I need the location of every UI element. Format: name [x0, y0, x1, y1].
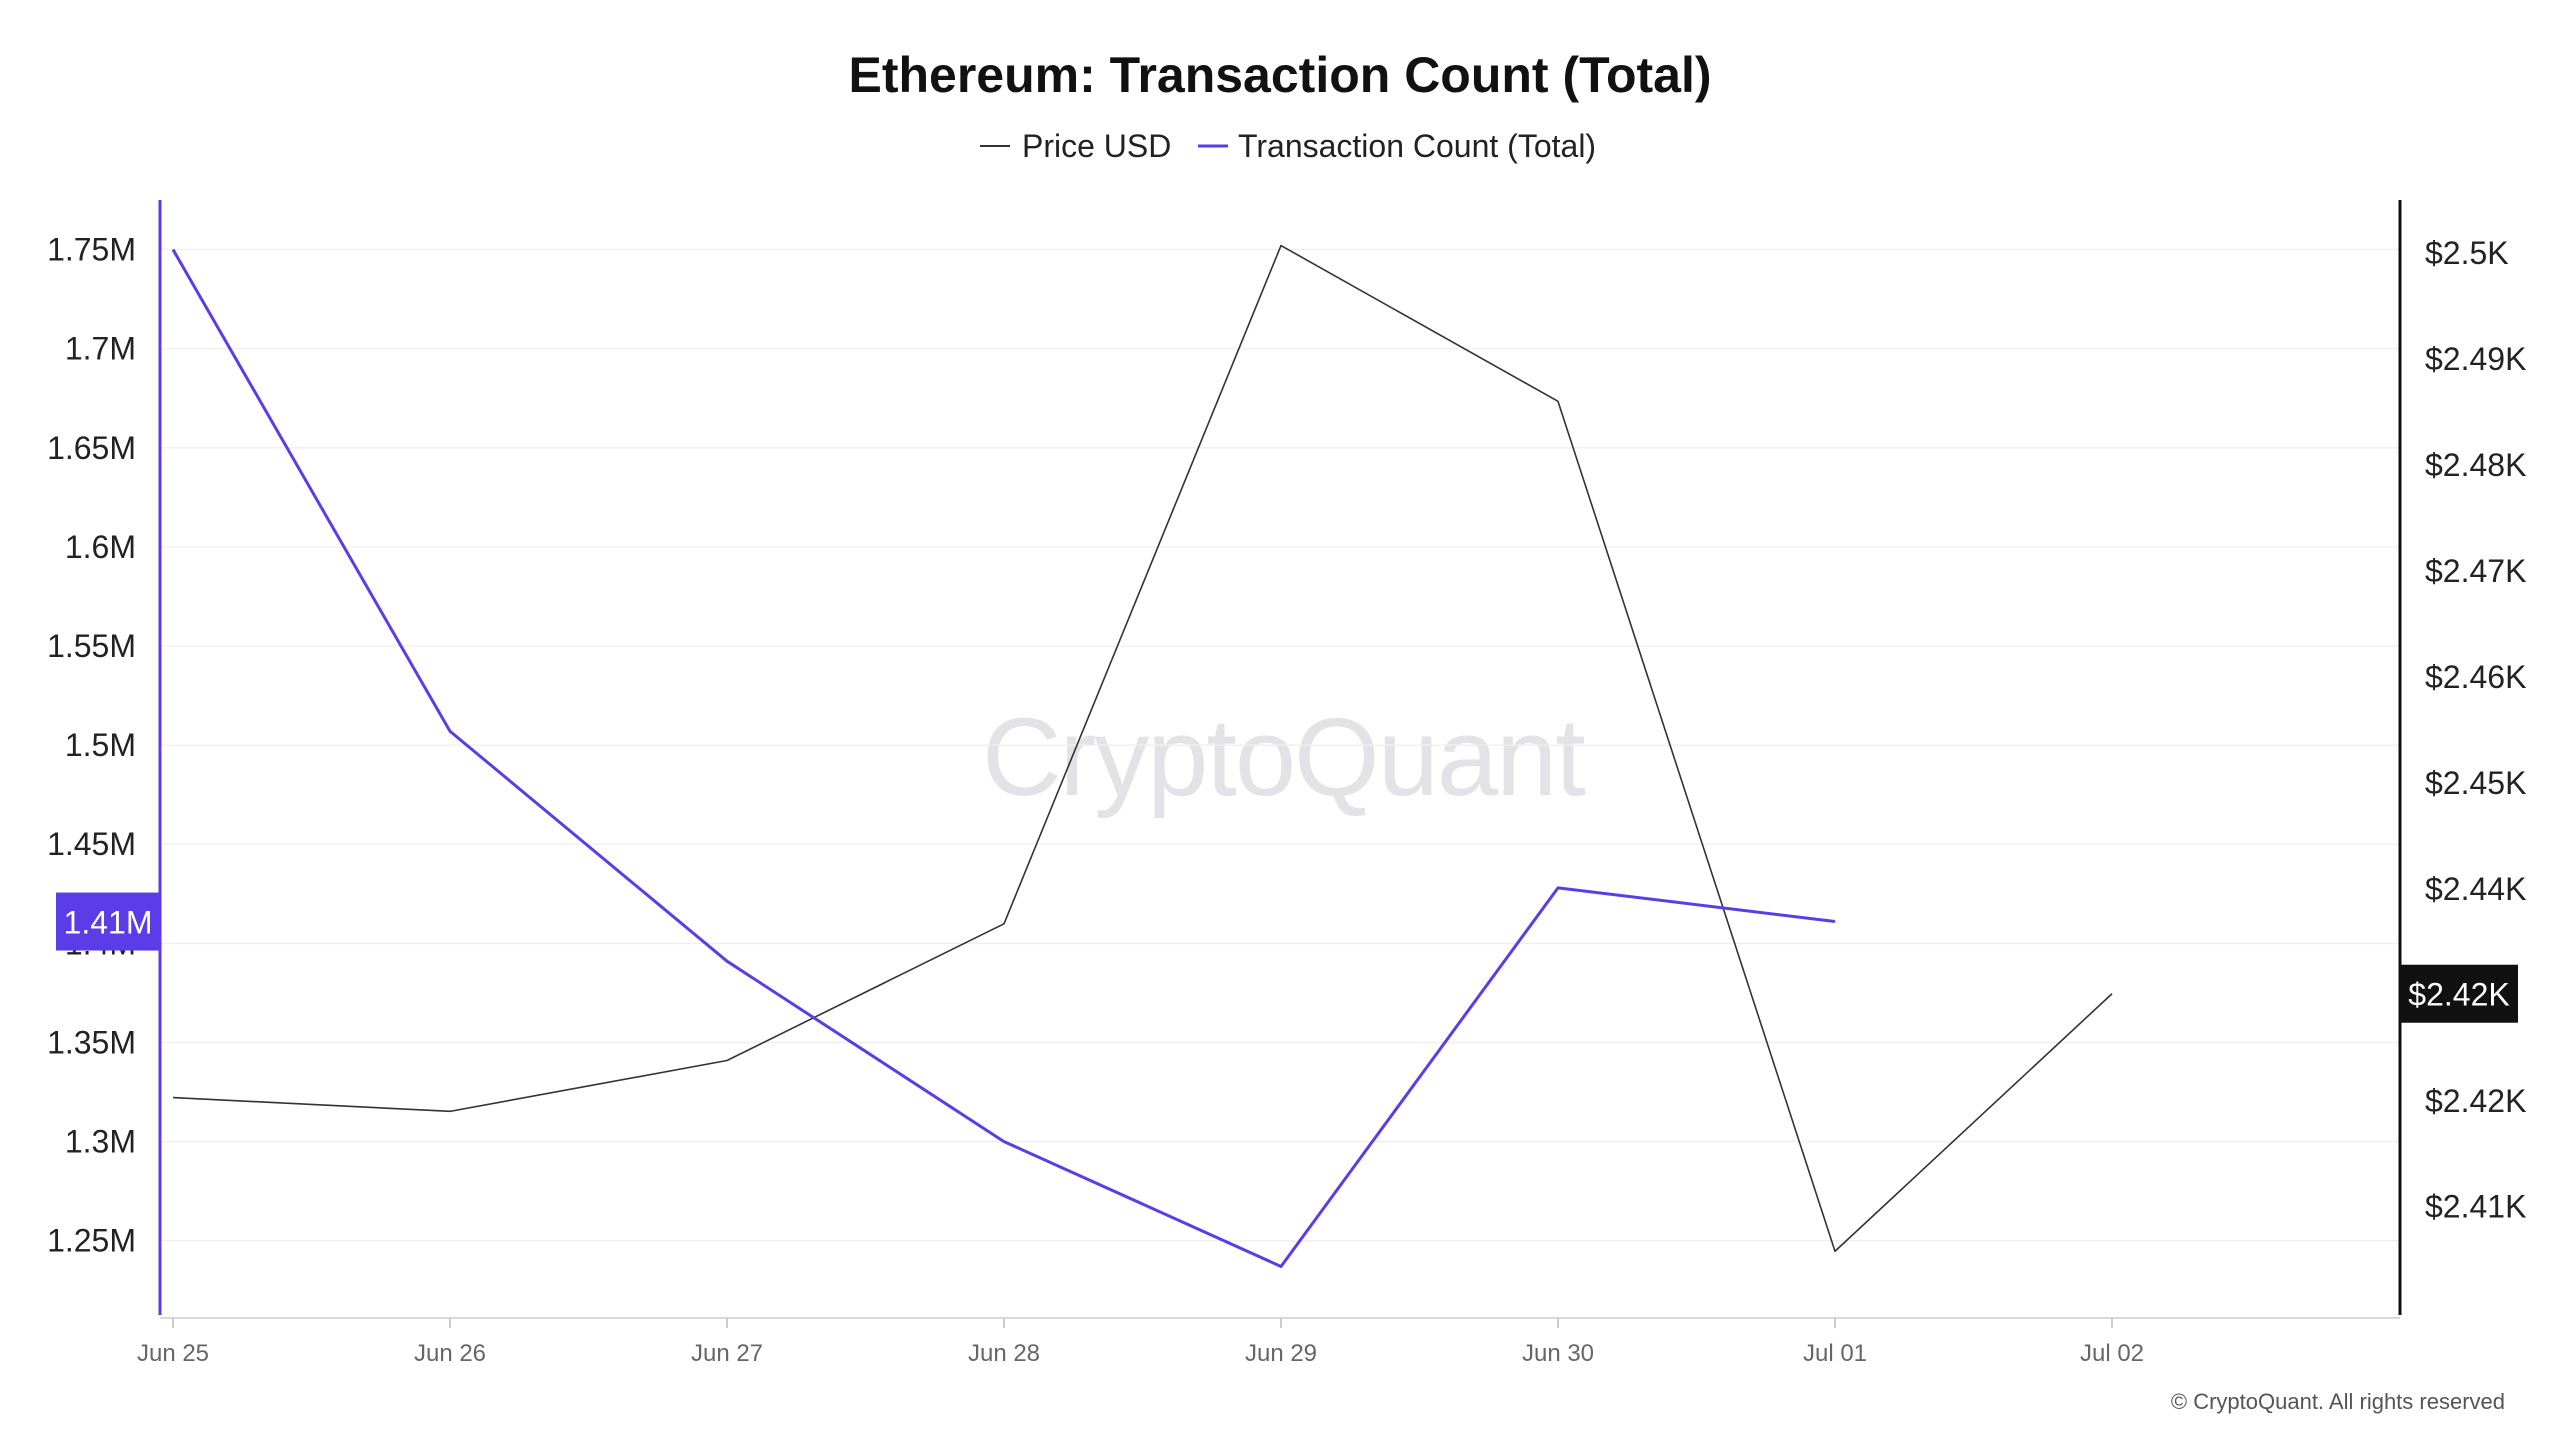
grid-layer	[160, 248, 2400, 1242]
y-right-tick-label: $2.42K	[2425, 1083, 2526, 1119]
x-tick-label: Jun 29	[1245, 1340, 1317, 1367]
series-line-price-usd	[172, 244, 2113, 1253]
y-right-tick-label: $2.47K	[2425, 553, 2526, 589]
y-right-tick-label: $2.41K	[2425, 1189, 2526, 1225]
x-tick-label: Jun 28	[968, 1340, 1040, 1367]
legend-item-price[interactable]: Price USD	[980, 128, 1171, 164]
y-left-tick-label: 1.35M	[47, 1024, 136, 1060]
chart-title: Ethereum: Transaction Count (Total)	[849, 47, 1712, 103]
y-right-tick-label: $2.49K	[2425, 341, 2526, 377]
y-right-tick-label: $2.46K	[2425, 659, 2526, 695]
series-layer	[171, 244, 2113, 1268]
badge-layer: 1.41M $2.42K	[56, 892, 2518, 1023]
y-right-tick-label: $2.5K	[2425, 235, 2509, 271]
copyright-text: © CryptoQuant. All rights reserved	[2171, 1389, 2505, 1414]
x-tick-label: Jun 30	[1522, 1340, 1594, 1367]
y-left-tick-label: 1.7M	[65, 331, 136, 367]
y-left-value-badge	[56, 892, 160, 951]
y-right-value-badge	[2400, 964, 2518, 1023]
y-left-tick-label: 1.5M	[65, 727, 136, 763]
x-tick-label: Jun 27	[691, 1340, 763, 1367]
y-left-tick-label: 1.3M	[65, 1124, 136, 1160]
y-left-tick-label: 1.45M	[47, 826, 136, 862]
legend-label-price: Price USD	[1022, 128, 1171, 164]
y-left-value-badge-text: 1.41M	[64, 905, 153, 941]
y-left-tick-label: 1.75M	[47, 232, 136, 268]
y-right-tick-label: $2.45K	[2425, 765, 2526, 801]
y-left-tick-label: 1.25M	[47, 1223, 136, 1259]
legend-label-transaction-count: Transaction Count (Total)	[1238, 128, 1596, 164]
x-tick-label: Jul 02	[2080, 1340, 2144, 1367]
legend[interactable]: Price USD Transaction Count (Total)	[980, 128, 1596, 164]
x-tick-label: Jul 01	[1803, 1340, 1867, 1367]
watermark: CryptoQuant	[982, 696, 1585, 819]
x-tick-label: Jun 26	[414, 1340, 486, 1367]
y-left-tick-label: 1.6M	[65, 529, 136, 565]
axis-layer: 1.25M1.3M1.35M1.4M1.45M1.5M1.55M1.6M1.65…	[47, 200, 2526, 1367]
x-tick-label: Jun 25	[137, 1340, 209, 1367]
legend-item-transaction-count[interactable]: Transaction Count (Total)	[1198, 128, 1596, 164]
y-left-tick-label: 1.55M	[47, 628, 136, 664]
y-left-tick-label: 1.65M	[47, 430, 136, 466]
series-line-transaction-count	[171, 248, 1836, 1268]
y-right-value-badge-text: $2.42K	[2408, 977, 2509, 1013]
y-right-tick-label: $2.48K	[2425, 447, 2526, 483]
y-right-tick-label: $2.44K	[2425, 871, 2526, 907]
